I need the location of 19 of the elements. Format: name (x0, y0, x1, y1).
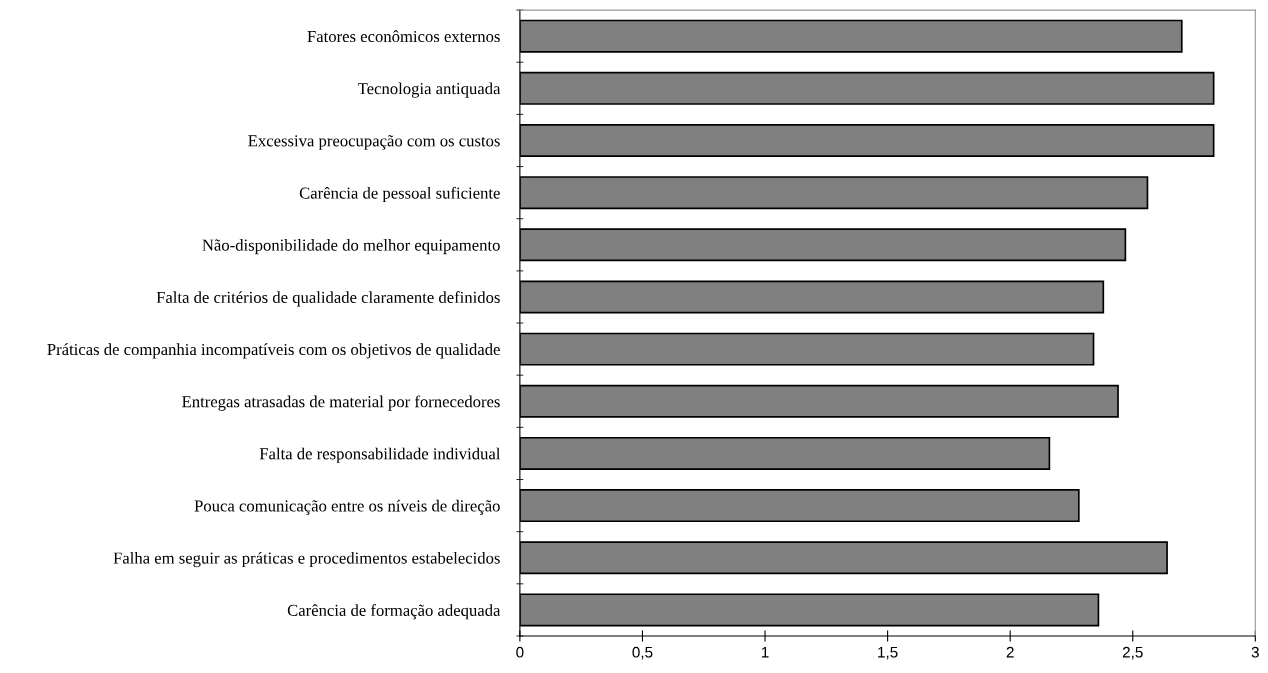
y-tick-label: Carência de pessoal suficiente (299, 186, 500, 203)
y-tick-label: Falha em seguir as práticas e procedimentos estabelecidos (113, 551, 500, 568)
x-tick-label: 2 (1006, 646, 1014, 658)
y-tick-label: Não-disponibilidade do melhor equipamento (202, 239, 500, 255)
y-tick-label: Entregas atrasadas de material por fornecedores (182, 395, 500, 411)
x-tick-label: 0 (516, 646, 524, 658)
y-tick-label: Carência de formação adequada (287, 604, 501, 620)
x-tick-label: 0,5 (632, 646, 653, 660)
x-tick-label: 1 (761, 646, 769, 658)
y-tick-label: Falta de responsabilidade individual (259, 447, 501, 463)
x-tick-label: 2,5 (1122, 646, 1143, 660)
y-tick-label: Práticas de companhia incompatíveis com os objetivos de qualidade (47, 343, 500, 359)
y-tick-label: Excessiva preocupação com os custos (248, 135, 500, 150)
y-tick-label: Fatores econômicos externos (307, 30, 500, 43)
y-tick-label: Falta de critérios de qualidade claramente definidos (156, 291, 500, 307)
y-tick-label: Pouca comunicação entre os níveis de direção (194, 499, 500, 515)
x-tick-label: 3 (1251, 646, 1259, 658)
y-tick-label: Tecnologia antiquada (357, 82, 501, 98)
x-tick-label: 1,5 (878, 646, 898, 660)
